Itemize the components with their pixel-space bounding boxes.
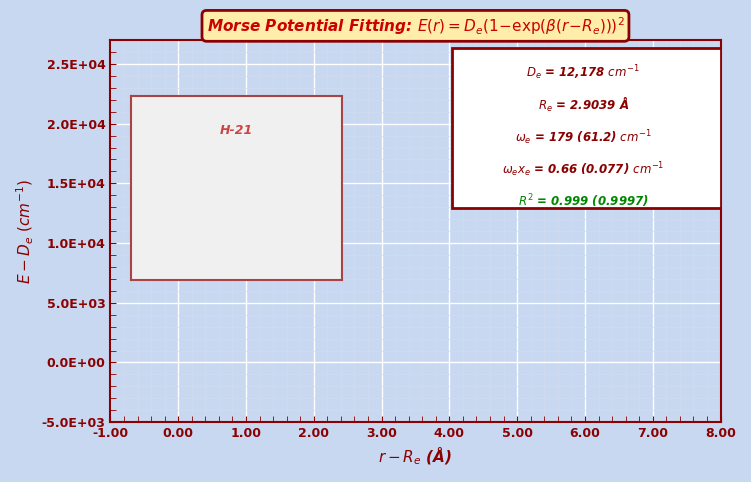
Point xyxy=(647,430,659,438)
X-axis label: $r - R_e$ (Å): $r - R_e$ (Å) xyxy=(379,445,453,467)
Point xyxy=(545,447,557,455)
Title: Morse Potential Fitting: $E(r) = D_e(1\!-\!\exp(\beta(r\!-\!R_e)))^2$: Morse Potential Fitting: $E(r) = D_e(1\!… xyxy=(207,15,624,37)
Text: $R_e$ = 2.9039 Å: $R_e$ = 2.9039 Å xyxy=(538,95,629,114)
FancyBboxPatch shape xyxy=(452,48,720,208)
Text: $R^2$ = 0.999 (0.9997): $R^2$ = 0.999 (0.9997) xyxy=(518,193,649,211)
Point xyxy=(664,427,676,435)
Point xyxy=(376,479,388,482)
Text: H-21: H-21 xyxy=(220,124,253,137)
Text: $\omega_e$ = 179 (61.2) $cm^{-1}$: $\omega_e$ = 179 (61.2) $cm^{-1}$ xyxy=(515,128,652,147)
Point xyxy=(511,453,523,461)
Point xyxy=(409,472,421,480)
Text: $D_e$ = 12,178 $cm^{-1}$: $D_e$ = 12,178 $cm^{-1}$ xyxy=(526,63,640,81)
Point xyxy=(579,441,591,449)
Y-axis label: $E - D_e$ $(cm^{-1})$: $E - D_e$ $(cm^{-1})$ xyxy=(15,178,36,284)
Point xyxy=(613,435,625,443)
Text: $\omega_e x_e$ = 0.66 (0.077) $cm^{-1}$: $\omega_e x_e$ = 0.66 (0.077) $cm^{-1}$ xyxy=(502,161,665,179)
Point xyxy=(443,466,455,474)
Point xyxy=(478,459,490,467)
